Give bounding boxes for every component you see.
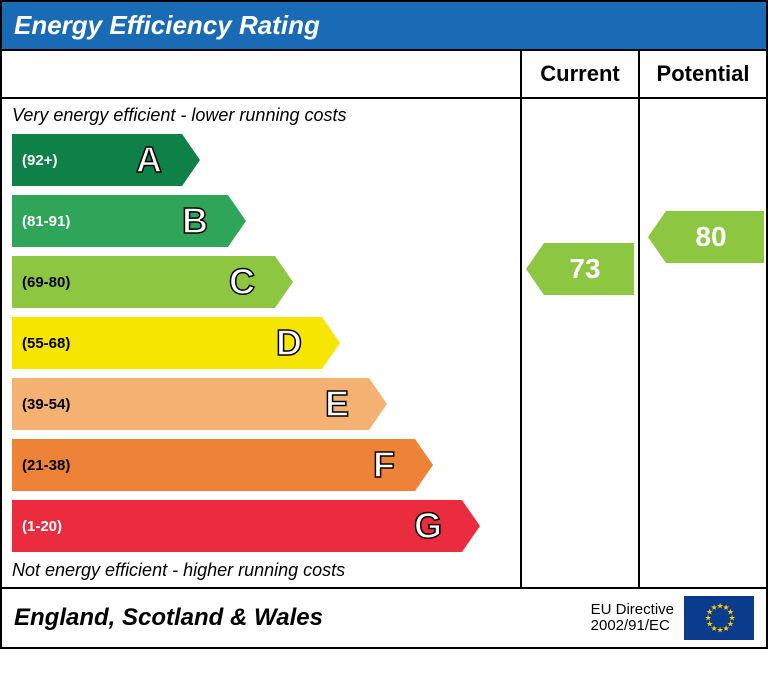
band-letter: E: [325, 383, 349, 425]
header-potential: Potential: [640, 51, 768, 99]
band-letter: D: [276, 322, 302, 364]
header-blank: [2, 51, 522, 99]
chart-footer: England, Scotland & Wales EU Directive 2…: [2, 587, 766, 647]
band-letter: G: [414, 505, 442, 547]
band-range: (81-91): [22, 213, 70, 230]
header-current: Current: [522, 51, 640, 99]
band-range: (39-54): [22, 396, 70, 413]
rating-band-e: (39-54) E: [12, 376, 512, 432]
potential-pointer: 80: [666, 211, 764, 263]
directive-line1: EU Directive: [591, 602, 674, 619]
band-bar: (1-20) G: [12, 500, 462, 552]
band-range: (55-68): [22, 335, 70, 352]
potential-value: 80: [695, 221, 726, 253]
desc-efficient: Very energy efficient - lower running co…: [12, 105, 512, 126]
potential-column: 80: [640, 99, 768, 587]
region-label: England, Scotland & Wales: [14, 604, 323, 632]
band-bar: (55-68) D: [12, 317, 322, 369]
chart-grid: Current Potential Very energy efficient …: [2, 49, 766, 587]
band-bar: (39-54) E: [12, 378, 369, 430]
band-range: (92+): [22, 152, 57, 169]
band-bar: (21-38) F: [12, 439, 415, 491]
rating-band-f: (21-38) F: [12, 437, 512, 493]
current-pointer: 73: [544, 243, 634, 295]
band-bar: (92+) A: [12, 134, 182, 186]
rating-band-a: (92+) A: [12, 132, 512, 188]
directive-block: EU Directive 2002/91/EC ★★★★★★★★★★★★: [591, 596, 754, 640]
band-range: (69-80): [22, 274, 70, 291]
current-value: 73: [569, 253, 600, 285]
band-letter: A: [136, 139, 162, 181]
rating-bars: Very energy efficient - lower running co…: [2, 99, 522, 587]
rating-band-b: (81-91) B: [12, 193, 512, 249]
rating-band-c: (69-80) C: [12, 254, 512, 310]
band-range: (21-38): [22, 457, 70, 474]
band-range: (1-20): [22, 518, 62, 535]
epc-chart: Energy Efficiency Rating Current Potenti…: [0, 0, 768, 649]
band-letter: C: [229, 261, 255, 303]
directive-text: EU Directive 2002/91/EC: [591, 602, 674, 635]
directive-line2: 2002/91/EC: [591, 618, 674, 635]
band-letter: B: [182, 200, 208, 242]
chart-title: Energy Efficiency Rating: [2, 2, 766, 49]
rating-band-d: (55-68) D: [12, 315, 512, 371]
band-bar: (81-91) B: [12, 195, 228, 247]
current-column: 73: [522, 99, 640, 587]
rating-band-g: (1-20) G: [12, 498, 512, 554]
eu-flag-icon: ★★★★★★★★★★★★: [684, 596, 754, 640]
desc-inefficient: Not energy efficient - higher running co…: [12, 560, 512, 581]
band-letter: F: [373, 444, 395, 486]
band-bar: (69-80) C: [12, 256, 275, 308]
